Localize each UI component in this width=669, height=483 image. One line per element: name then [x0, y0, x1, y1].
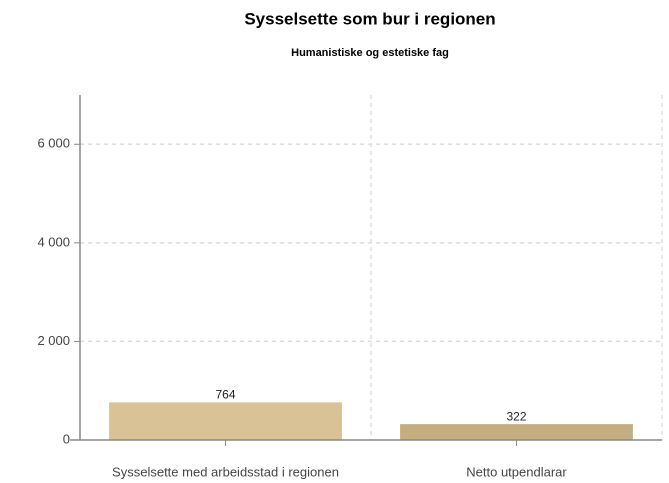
bar	[109, 402, 342, 440]
bar	[400, 424, 633, 440]
value-label: 764	[215, 388, 235, 402]
y-tick-label: 4 000	[37, 234, 70, 249]
value-label: 322	[506, 409, 526, 423]
x-tick-label: Netto utpendlarar	[466, 464, 567, 479]
x-tick-label: Sysselsette med arbeidsstad i regionen	[112, 464, 339, 479]
y-tick-label: 0	[63, 431, 70, 446]
chart-subtitle: Humanistiske og estetiske fag	[291, 47, 449, 59]
y-tick-label: 2 000	[37, 333, 70, 348]
y-tick-label: 6 000	[37, 136, 70, 151]
chart-title: Sysselsette som bur i regionen	[244, 9, 495, 28]
